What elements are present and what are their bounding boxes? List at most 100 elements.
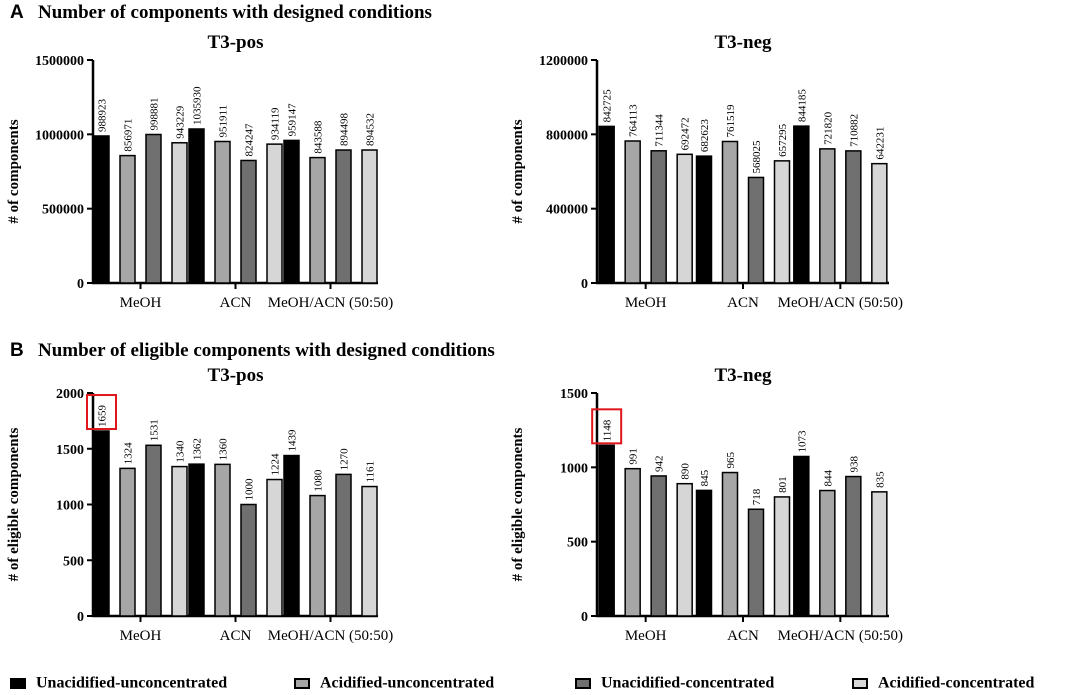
bar-unacidified-concentrated (650, 150, 667, 284)
bar-acidified-unconcentrated (624, 467, 641, 617)
panel-a-title: Number of components with designed condi… (38, 2, 432, 23)
y-axis-label: # of eligible components (510, 427, 526, 581)
category-label: MeOH (625, 295, 667, 311)
legend: Unacidified-unconcentrated Acidified-unc… (0, 674, 1065, 695)
y-tick-label: 0 (581, 610, 588, 625)
data-label: 1073 (796, 430, 808, 453)
bar-acidified-concentrated (361, 485, 378, 617)
highlight-box (86, 394, 117, 431)
data-label: 1080 (313, 469, 325, 492)
bar-unacidified-concentrated (650, 475, 667, 617)
bar-acidified-unconcentrated (309, 156, 326, 284)
y-tick-label: 1000 (560, 461, 588, 476)
bar-acidified-unconcentrated (214, 140, 231, 284)
data-label: 710882 (848, 114, 860, 147)
y-tick-label: 1000000 (35, 128, 84, 143)
bar-unacidified-unconcentrated (695, 155, 713, 284)
chart-title: T3-neg (715, 365, 773, 386)
legend-item-unacidified-concentrated: Unacidified-concentrated (575, 674, 774, 695)
panel-b-title: Number of eligible components with desig… (38, 340, 495, 361)
category-label: MeOH/ACN (50:50) (778, 295, 903, 311)
data-label: 801 (777, 476, 789, 493)
category-label: MeOH/ACN (50:50) (778, 628, 903, 644)
bar-unacidified-unconcentrated (188, 463, 205, 617)
data-label: 692472 (680, 117, 692, 150)
bar-unacidified-concentrated (240, 503, 257, 617)
y-tick-label: 1500000 (35, 54, 84, 69)
bar-unacidified-concentrated (747, 508, 765, 617)
bar-unacidified-concentrated (145, 133, 162, 284)
data-label: 943229 (175, 105, 187, 139)
panel-a-letter: A (10, 2, 24, 23)
category-label: ACN (727, 628, 759, 644)
data-label: 568025 (751, 140, 763, 174)
legend-label: Unacidified-unconcentrated (36, 674, 228, 692)
data-label: 642231 (874, 127, 886, 160)
data-label: 844185 (796, 89, 808, 123)
bar-acidified-concentrated (871, 491, 888, 617)
bar-unacidified-concentrated (335, 149, 352, 284)
data-label: 842725 (602, 89, 614, 123)
bar-acidified-concentrated (676, 482, 693, 617)
chart-title: T3-neg (715, 32, 773, 53)
legend-item-unacidified-unconcentrated: Unacidified-unconcentrated (10, 674, 227, 695)
data-label: 718 (751, 488, 763, 505)
data-label: 951911 (218, 105, 230, 138)
category-label: MeOH/ACN (50:50) (268, 295, 393, 311)
bar-acidified-concentrated (171, 465, 188, 617)
bar-acidified-concentrated (266, 478, 283, 617)
bar-acidified-unconcentrated (309, 494, 326, 617)
data-label: 1224 (270, 453, 282, 476)
data-label: 1270 (339, 448, 351, 471)
data-label: 824247 (244, 123, 256, 157)
bar-unacidified-concentrated (145, 444, 162, 617)
data-label: 894532 (365, 113, 377, 146)
bar-acidified-unconcentrated (119, 154, 136, 284)
data-label: 942 (654, 455, 666, 472)
bar-unacidified-unconcentrated (93, 135, 110, 284)
bar-acidified-concentrated (773, 496, 791, 617)
y-tick-label: 2000 (56, 387, 84, 402)
bar-acidified-concentrated (361, 149, 378, 284)
bar-unacidified-unconcentrated (598, 444, 615, 617)
data-label: 934119 (270, 107, 282, 140)
data-label: 938 (848, 456, 860, 473)
data-label: 835 (874, 471, 886, 488)
bar-acidified-unconcentrated (721, 471, 739, 617)
legend-swatch (10, 677, 26, 689)
data-label: 761519 (725, 104, 737, 138)
legend-item-acidified-concentrated: Acidified-concentrated (852, 674, 1034, 695)
category-label: MeOH (120, 295, 162, 311)
data-label: 711344 (654, 114, 666, 147)
y-tick-label: 0 (77, 277, 84, 292)
legend-swatch (294, 677, 310, 689)
y-tick-label: 1500 (560, 387, 588, 402)
y-axis-label: # of components (6, 119, 22, 223)
data-label: 843588 (313, 120, 325, 154)
legend-swatch (852, 677, 868, 689)
y-tick-label: 1000 (56, 499, 84, 514)
data-label: 890 (680, 463, 692, 480)
legend-label: Unacidified-concentrated (601, 674, 775, 692)
y-tick-label: 800000 (546, 128, 588, 143)
chart-title: T3-pos (208, 365, 264, 386)
bar-acidified-concentrated (171, 142, 188, 284)
bar-acidified-unconcentrated (624, 140, 641, 284)
data-label: 1035930 (192, 86, 204, 125)
bar-unacidified-unconcentrated (695, 489, 713, 617)
data-label: 1659 (97, 405, 109, 428)
bar-unacidified-concentrated (845, 150, 862, 284)
bar-unacidified-unconcentrated (188, 128, 205, 284)
bar-acidified-concentrated (266, 143, 283, 284)
bar-unacidified-unconcentrated (283, 454, 300, 617)
data-label: 1362 (192, 438, 204, 460)
y-tick-label: 500 (63, 554, 84, 569)
category-label: ACN (220, 295, 252, 311)
bar-acidified-concentrated (773, 160, 791, 284)
data-label: 1360 (218, 438, 230, 461)
bar-unacidified-unconcentrated (598, 125, 615, 284)
data-label: 844 (822, 470, 834, 487)
data-label: 998881 (149, 97, 161, 130)
